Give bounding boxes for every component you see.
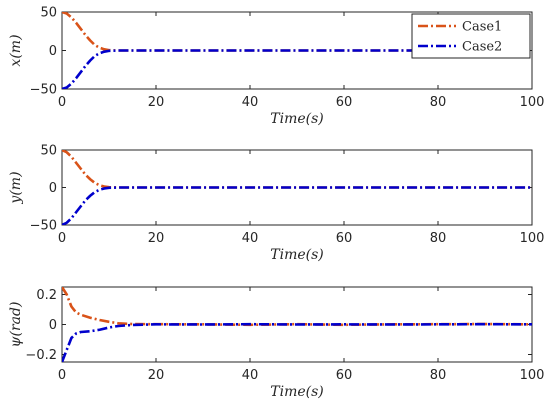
legend-label: Case1 (462, 20, 502, 35)
y-tick-label: −50 (30, 219, 57, 234)
x-tick-label: 80 (430, 95, 447, 110)
y-tick-label: 50 (40, 144, 57, 159)
y-axis-label: x(m) (8, 34, 24, 66)
x-tick-label: 40 (242, 231, 259, 246)
y-tick-label: 0 (49, 44, 57, 59)
x-tick-label: 80 (430, 368, 447, 383)
y-tick-label: 0 (49, 318, 57, 333)
y-tick-label: 0 (49, 181, 57, 196)
x-tick-label: 0 (58, 95, 66, 110)
x-tick-label: 100 (520, 95, 545, 110)
x-axis-label: Time(s) (270, 384, 323, 400)
x-tick-label: 60 (336, 231, 353, 246)
x-tick-label: 20 (148, 95, 165, 110)
x-axis-label: Time(s) (270, 247, 323, 263)
y-axis-label: ψ(rad) (8, 302, 24, 348)
x-tick-label: 60 (336, 368, 353, 383)
series-line-case2 (62, 49, 532, 89)
series-line-case2 (62, 322, 532, 362)
x-tick-label: 100 (520, 231, 545, 246)
y-tick-label: 0.2 (36, 288, 57, 303)
legend-label: Case2 (462, 40, 502, 55)
x-tick-label: 40 (242, 368, 259, 383)
x-tick-label: 80 (430, 231, 447, 246)
x-tick-label: 20 (148, 231, 165, 246)
x-tick-label: 0 (58, 368, 66, 383)
y-tick-label: −50 (30, 83, 57, 98)
x-tick-label: 60 (336, 95, 353, 110)
legend: Case1 Case2 (411, 13, 531, 59)
x-tick-label: 20 (148, 368, 165, 383)
x-axis-label: Time(s) (270, 111, 323, 127)
x-tick-label: 100 (520, 368, 545, 383)
y-tick-label: −0.2 (25, 348, 57, 363)
legend-box (411, 13, 531, 59)
series-line-case2 (62, 186, 532, 225)
y-axis-label: y(m) (8, 171, 24, 204)
x-tick-label: 40 (242, 95, 259, 110)
x-tick-label: 0 (58, 231, 66, 246)
y-tick-label: 50 (40, 6, 57, 21)
